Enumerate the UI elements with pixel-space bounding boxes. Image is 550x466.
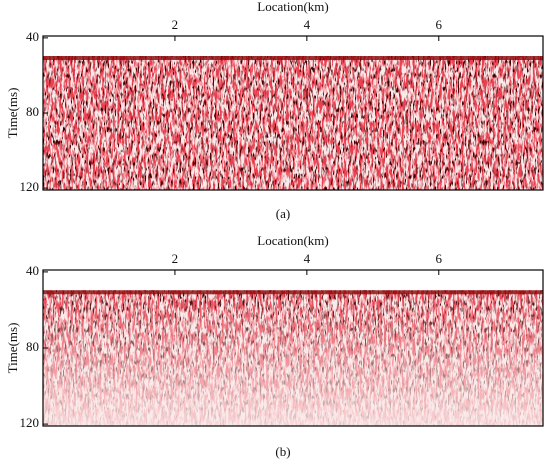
x-tick-label: 6 — [436, 251, 443, 266]
x-tick-label: 6 — [436, 17, 443, 32]
seismic-section — [43, 56, 543, 190]
x-tick-label: 2 — [172, 17, 179, 32]
y-axis-label: Time(ms) — [5, 323, 20, 374]
y-tick-label: 80 — [26, 339, 39, 354]
x-tick-label: 4 — [304, 251, 311, 266]
seismic-section — [43, 290, 543, 426]
seismic-texture — [43, 56, 543, 190]
seismic-texture — [43, 290, 543, 426]
caption: (b) — [275, 444, 290, 459]
y-axis-label: Time(ms) — [5, 88, 20, 139]
x-tick-label: 2 — [172, 251, 179, 266]
y-tick-label: 120 — [20, 415, 40, 430]
caption: (a) — [276, 206, 290, 221]
x-axis-label: Location(km) — [257, 233, 328, 248]
x-tick-label: 4 — [304, 17, 311, 32]
y-tick-label: 40 — [26, 29, 39, 44]
y-tick-label: 120 — [20, 179, 40, 194]
seismic-top-band — [43, 290, 543, 295]
x-axis-label: Location(km) — [257, 0, 328, 14]
y-tick-label: 80 — [26, 104, 39, 119]
y-tick-label: 40 — [26, 263, 39, 278]
seismic-top-band — [43, 56, 543, 61]
